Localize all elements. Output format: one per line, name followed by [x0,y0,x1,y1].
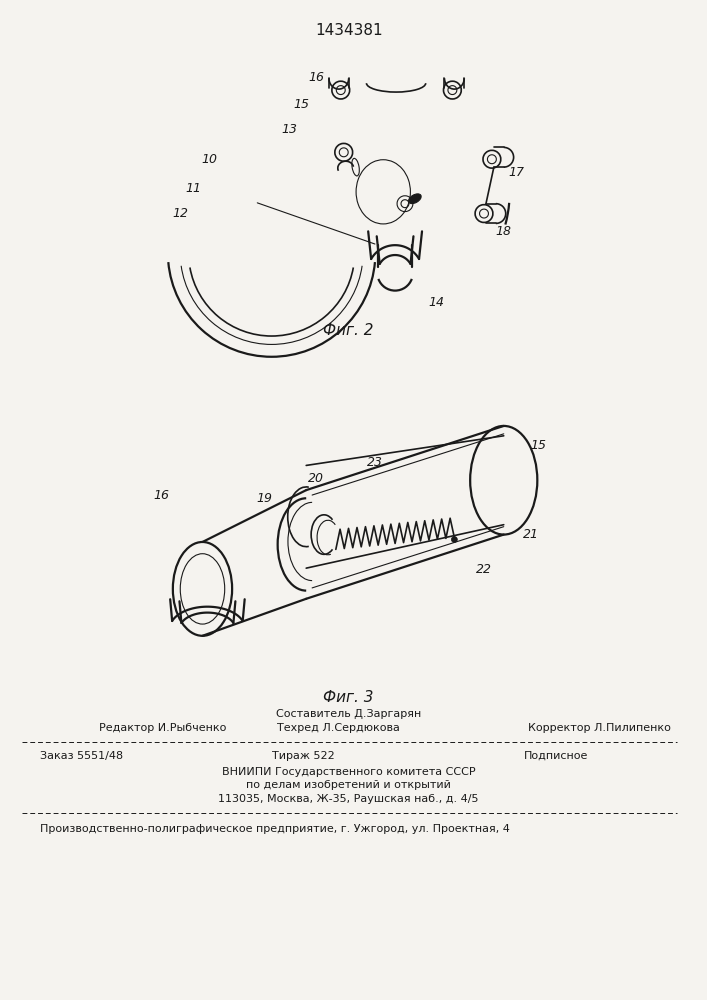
Text: 20: 20 [308,472,324,485]
Text: 12: 12 [173,207,189,220]
Text: 18: 18 [496,225,512,238]
Text: 22: 22 [476,563,492,576]
Text: 14: 14 [428,296,445,309]
Text: Подписное: Подписное [523,751,588,761]
Text: Заказ 5551/48: Заказ 5551/48 [40,751,122,761]
Ellipse shape [409,194,421,204]
Text: 13: 13 [281,123,298,136]
Text: Производственно-полиграфическое предприятие, г. Ужгород, ул. Проектная, 4: Производственно-полиграфическое предприя… [40,824,509,834]
Text: 113035, Москва, Ж-35, Раушская наб., д. 4/5: 113035, Москва, Ж-35, Раушская наб., д. … [218,794,479,804]
Text: Корректор Л.Пилипенко: Корректор Л.Пилипенко [528,723,672,733]
Text: 21: 21 [523,528,539,541]
Text: 23: 23 [368,456,383,469]
Text: 10: 10 [201,153,217,166]
Text: 15: 15 [530,439,547,452]
Text: 11: 11 [186,182,201,195]
Text: Фиг. 2: Фиг. 2 [323,323,374,338]
Text: 16: 16 [153,489,169,502]
Text: Редактор И.Рыбченко: Редактор И.Рыбченко [99,723,226,733]
Text: Тираж 522: Тираж 522 [271,751,334,761]
Text: 1434381: 1434381 [315,23,382,38]
Text: Техред Л.Сердюкова: Техред Л.Сердюкова [276,723,399,733]
Text: по делам изобретений и открытий: по делам изобретений и открытий [246,780,451,790]
Text: 16: 16 [308,71,324,84]
Text: 15: 15 [293,98,309,111]
Text: ВНИИПИ Государственного комитета СССР: ВНИИПИ Государственного комитета СССР [222,767,476,777]
Text: Составитель Д.Заргарян: Составитель Д.Заргарян [276,709,421,719]
Circle shape [451,537,457,542]
Text: Фиг. 3: Фиг. 3 [323,690,374,705]
Text: 19: 19 [257,492,273,505]
Text: 17: 17 [508,166,525,179]
